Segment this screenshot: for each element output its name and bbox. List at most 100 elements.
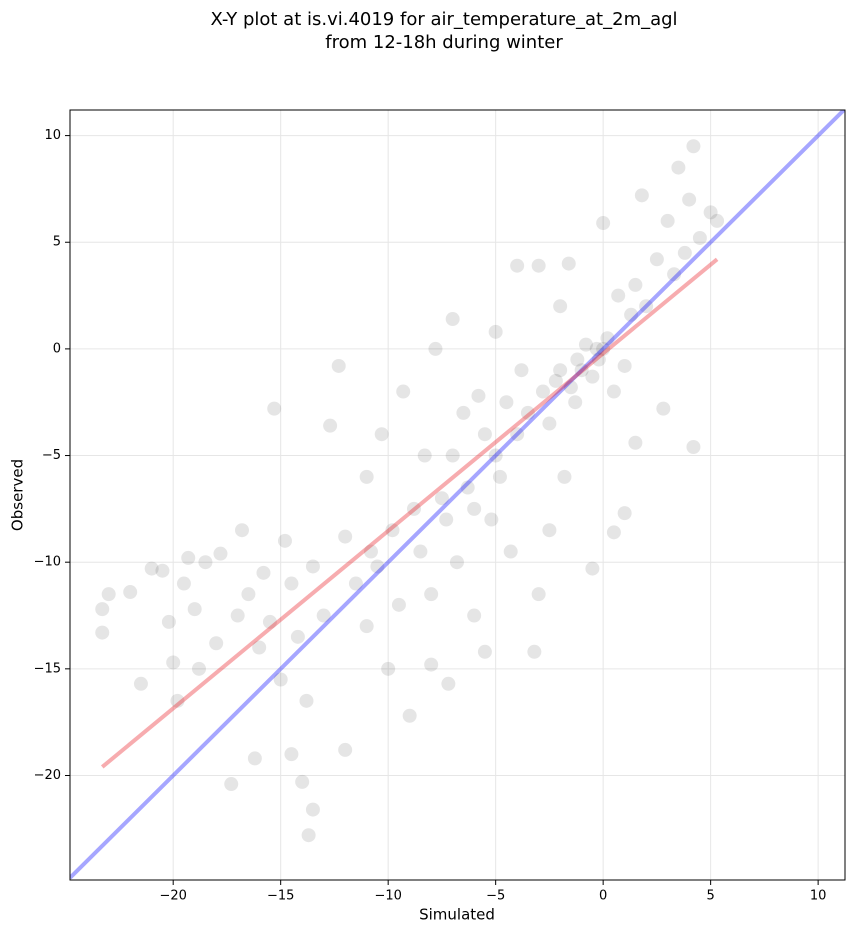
- point: [585, 561, 600, 576]
- point: [284, 576, 299, 591]
- point: [553, 363, 568, 378]
- point: [406, 501, 421, 516]
- point: [563, 380, 578, 395]
- point: [161, 614, 176, 629]
- point: [155, 563, 170, 578]
- y-axis-label: Observed: [9, 459, 27, 531]
- point: [402, 708, 417, 723]
- point: [703, 205, 718, 220]
- point: [606, 384, 621, 399]
- point: [439, 512, 454, 527]
- point: [488, 324, 503, 339]
- point: [413, 544, 428, 559]
- point: [441, 676, 456, 691]
- point: [553, 299, 568, 314]
- point: [542, 416, 557, 431]
- point: [209, 636, 224, 651]
- point: [548, 373, 563, 388]
- point: [359, 469, 374, 484]
- point: [596, 216, 611, 231]
- point: [262, 614, 277, 629]
- y-tick-label: 5: [53, 235, 61, 250]
- point: [617, 506, 632, 521]
- point: [589, 341, 604, 356]
- point: [181, 550, 196, 565]
- point: [578, 337, 593, 352]
- point: [671, 160, 686, 175]
- point: [445, 312, 460, 327]
- point: [331, 358, 346, 373]
- point: [295, 774, 310, 789]
- point: [557, 469, 572, 484]
- point: [359, 619, 374, 634]
- point: [234, 523, 249, 538]
- point: [424, 587, 439, 602]
- point: [252, 640, 267, 655]
- point: [677, 245, 692, 260]
- point: [503, 544, 518, 559]
- point: [467, 608, 482, 623]
- point: [95, 602, 110, 617]
- point: [628, 277, 643, 292]
- point: [660, 213, 675, 228]
- point: [133, 676, 148, 691]
- y-tick-label: 0: [53, 341, 61, 356]
- point: [467, 501, 482, 516]
- point: [301, 828, 316, 843]
- point: [385, 523, 400, 538]
- point: [568, 395, 583, 410]
- point: [514, 363, 529, 378]
- point: [656, 401, 671, 416]
- point: [639, 299, 654, 314]
- x-tick-label: 5: [706, 889, 714, 904]
- point: [273, 672, 288, 687]
- point: [166, 655, 181, 670]
- point: [456, 405, 471, 420]
- y-tick-label: −15: [34, 661, 61, 676]
- x-tick-label: 10: [810, 889, 827, 904]
- chart-subtitle: from 12-18h during winter: [325, 32, 563, 53]
- point: [170, 693, 185, 708]
- x-tick-label: −15: [267, 889, 294, 904]
- point: [191, 661, 206, 676]
- point: [692, 230, 707, 245]
- point: [247, 751, 262, 766]
- point: [305, 802, 320, 817]
- point: [374, 427, 389, 442]
- point: [290, 629, 305, 644]
- point: [527, 644, 542, 659]
- line: [100, 257, 719, 769]
- chart-title: X-Y plot at is.vi.4019 for air_temperatu…: [210, 9, 677, 30]
- x-tick-label: −10: [374, 889, 401, 904]
- point: [338, 529, 353, 544]
- y-tick-label: −5: [42, 448, 61, 463]
- point: [101, 587, 116, 602]
- point: [611, 288, 626, 303]
- point: [606, 525, 621, 540]
- point: [492, 469, 507, 484]
- point: [686, 440, 701, 455]
- point: [535, 384, 550, 399]
- point: [391, 597, 406, 612]
- point: [424, 657, 439, 672]
- point: [460, 480, 475, 495]
- point: [574, 363, 589, 378]
- point: [667, 267, 682, 282]
- point: [348, 576, 363, 591]
- point: [230, 608, 245, 623]
- point: [95, 625, 110, 640]
- line: [70, 110, 845, 880]
- point: [531, 587, 546, 602]
- y-tick-label: −20: [34, 768, 61, 783]
- point: [510, 258, 525, 273]
- point: [299, 693, 314, 708]
- point: [488, 448, 503, 463]
- x-axis-label: Simulated: [419, 906, 495, 924]
- x-tick-label: −5: [486, 889, 505, 904]
- point: [471, 388, 486, 403]
- point: [428, 341, 443, 356]
- point: [600, 331, 615, 346]
- y-tick-label: −10: [34, 555, 61, 570]
- point: [434, 491, 449, 506]
